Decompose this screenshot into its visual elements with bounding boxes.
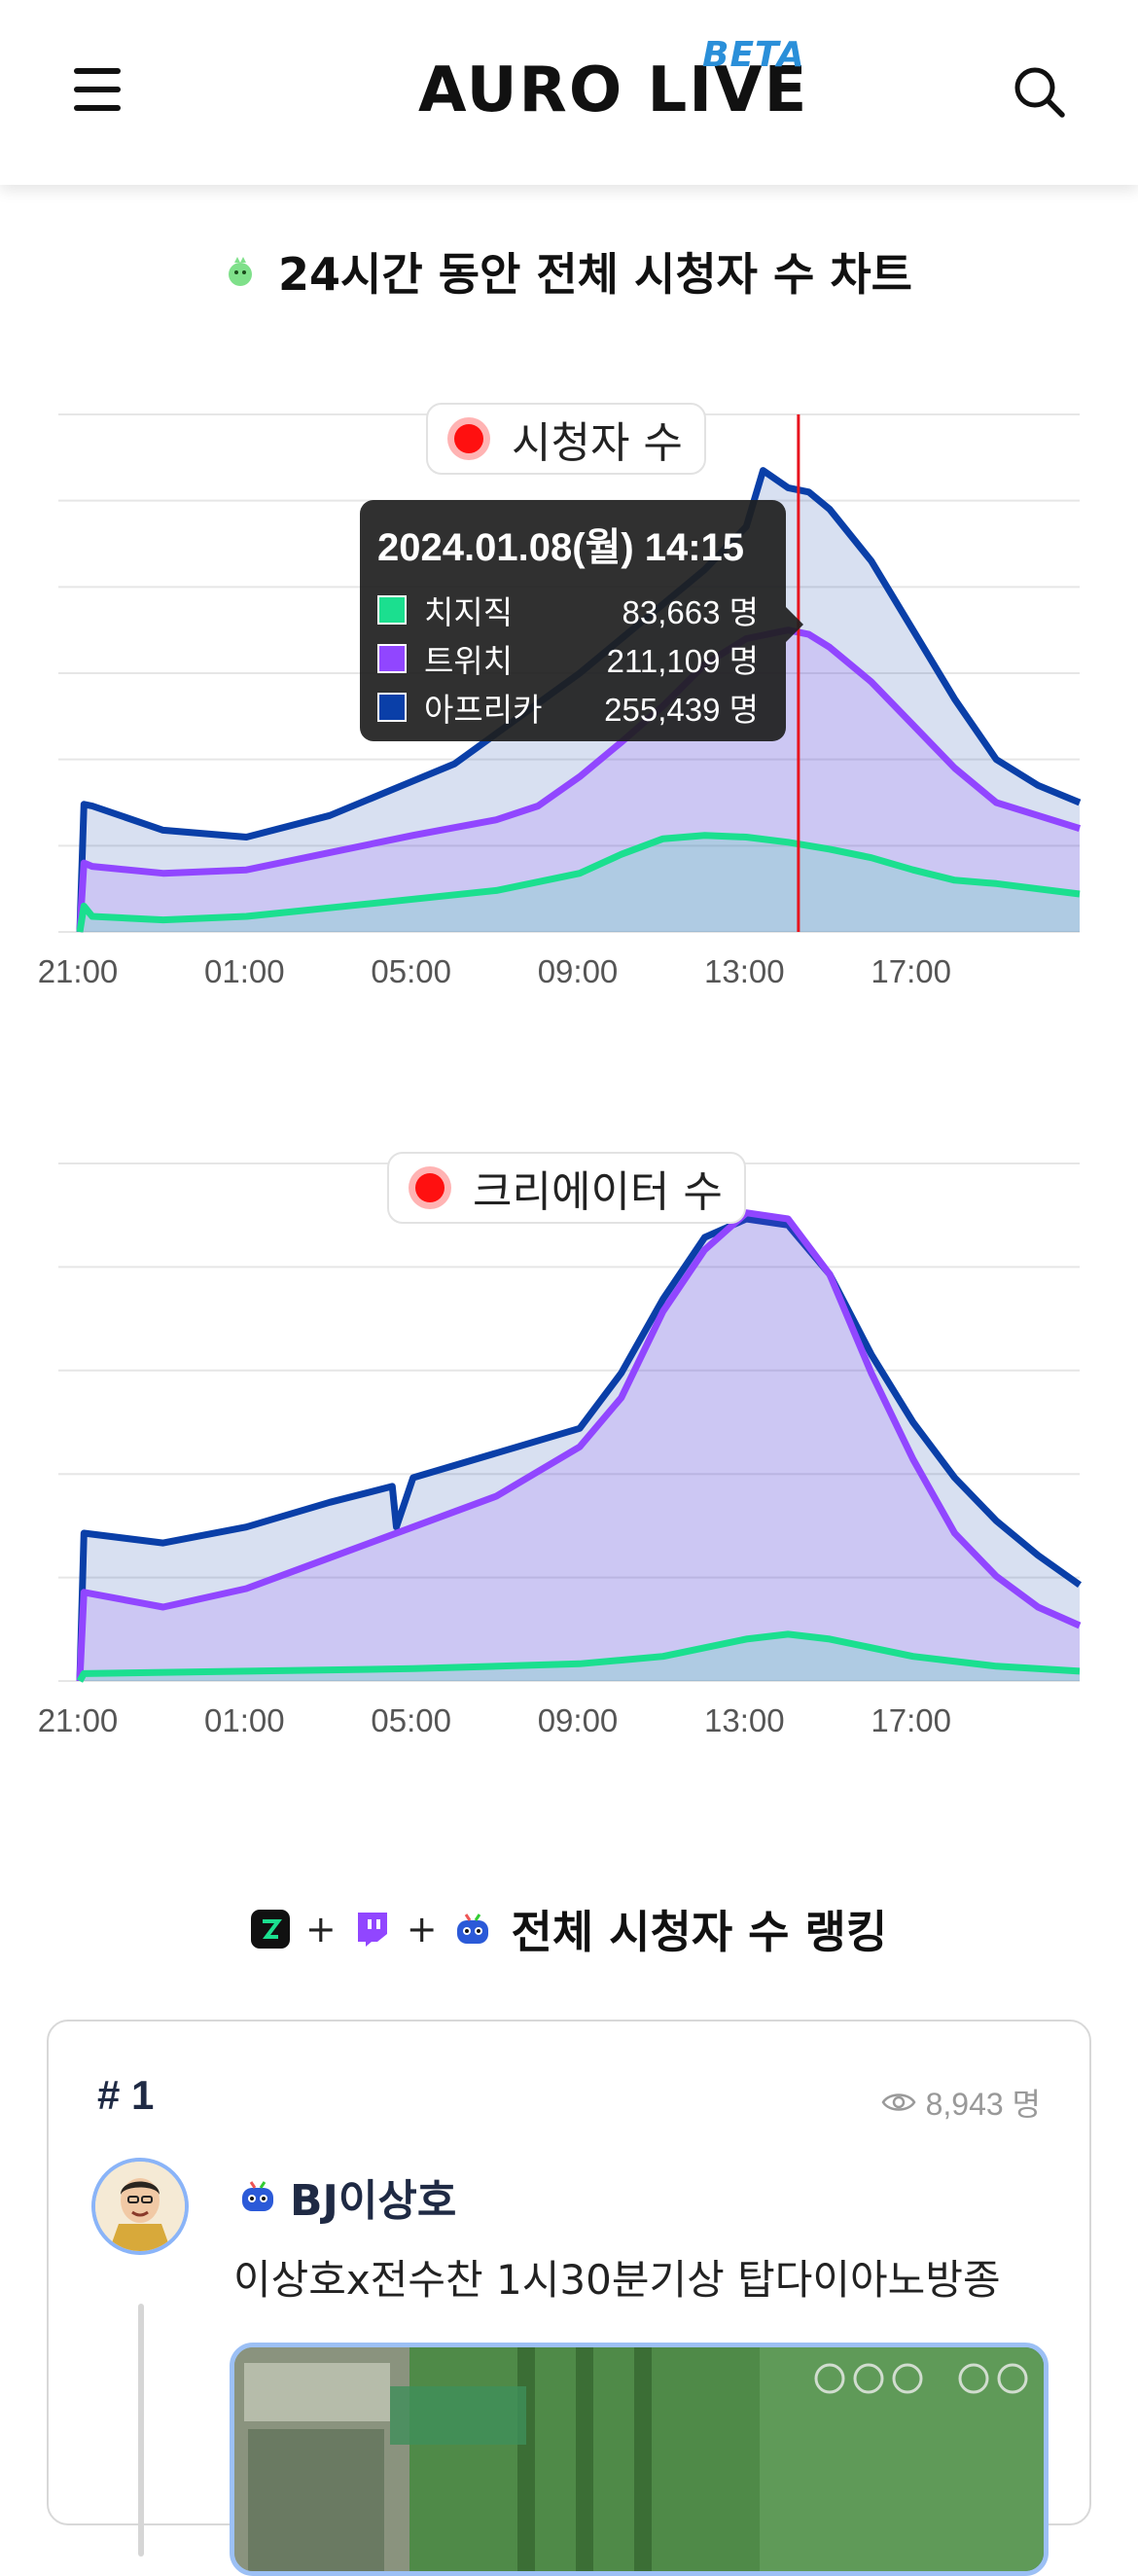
chzzk-swatch (377, 595, 407, 625)
x-tick-label: 21:00 (38, 953, 119, 989)
top-app-bar: AURO LIVE BETA (0, 0, 1138, 185)
chart-tooltip: 2024.01.08(월) 14:15 치지직 83,663 명 트위치 211… (360, 500, 803, 741)
creator-count-chart[interactable]: 21:00 01:00 05:00 09:00 13:00 17:00 크리에이터 수 (0, 1119, 1138, 1761)
streamer-name-label: BJ이상호 (290, 2176, 457, 2226)
tooltip-row-name: 치지직 (424, 594, 514, 630)
x-tick-label: 01:00 (204, 953, 285, 989)
tooltip-row-value: 255,439 명 (604, 692, 759, 728)
afreeca-icon (239, 2178, 276, 2215)
x-tick-label: 01:00 (204, 1702, 285, 1738)
series-line (76, 1215, 1083, 1682)
streamer-avatar[interactable] (91, 2158, 189, 2255)
ranking-card[interactable]: # 1 8,943 명 BJ이상호 이상호x전수찬 1시30분기상 탑다이아노방… (47, 2020, 1091, 2576)
tooltip-row-chzzk: 치지직 83,663 명 (377, 586, 768, 634)
legend-viewer-count[interactable]: 시청자 수 (426, 403, 706, 475)
viewer-count: 8,943 명 (881, 2080, 1041, 2125)
x-tick-label: 17:00 (871, 1702, 951, 1738)
twitch-swatch (377, 644, 407, 673)
x-tick-label: 17:00 (871, 953, 951, 989)
creator-count-chart-svg: 21:00 01:00 05:00 09:00 13:00 17:00 (38, 1163, 1083, 1738)
viewer-count-chart[interactable]: 21:00 01:00 05:00 09:00 13:00 17:00 시청자 수 202… (0, 370, 1138, 1012)
twitch-icon (352, 1910, 391, 1949)
series-area (80, 1633, 1080, 1681)
viewer-chart-title: 24시간 동안 전체 시청자 수 차트 (278, 248, 912, 301)
series-area (80, 835, 1080, 932)
series-line (76, 1209, 1082, 1682)
series-area (80, 629, 1080, 932)
tooltip-datetime: 2024.01.08(월) 14:15 (377, 526, 745, 569)
ranking-section-header: + + 전체 시청자 수 랭킹 (0, 1897, 1138, 1961)
tooltip-row-value: 83,663 명 (622, 594, 759, 630)
chzzk-icon (250, 1910, 290, 1949)
x-tick-label: 05:00 (371, 1702, 451, 1738)
x-tick-label: 13:00 (704, 953, 785, 989)
stream-thumbnail[interactable] (230, 2343, 1049, 2576)
legend-creator-count[interactable]: 크리에이터 수 (387, 1152, 746, 1224)
x-tick-label: 05:00 (371, 953, 451, 989)
viewer-count-value: 8,943 명 (925, 2087, 1041, 2122)
thread-line (138, 2304, 144, 2557)
tooltip-row-name: 아프리카 (424, 692, 543, 728)
beta-badge: BETA (702, 35, 805, 75)
live-record-icon (447, 417, 490, 460)
viewer-chart-section-header: 24시간 동안 전체 시청자 수 차트 (0, 239, 1138, 304)
tooltip-row-twitch: 트위치 211,109 명 (377, 634, 768, 683)
ranking-title: 전체 시청자 수 랭킹 (511, 1906, 888, 1958)
afreeca-icon (453, 1910, 492, 1949)
afreeca-swatch (377, 693, 407, 722)
rank-number: # 1 (97, 2072, 155, 2118)
hamburger-menu-icon[interactable] (74, 68, 123, 111)
stream-title[interactable]: 이상호x전수찬 1시30분기상 탑다이아노방종 (233, 2256, 1001, 2304)
series-line (76, 1630, 1081, 1683)
eye-icon (881, 2091, 916, 2114)
tooltip-row-value: 211,109 명 (606, 643, 759, 679)
live-record-icon (409, 1166, 451, 1209)
streamer-name[interactable]: BJ이상호 (239, 2165, 456, 2228)
tooltip-row-name: 트위치 (424, 643, 514, 679)
x-tick-label: 21:00 (38, 1702, 119, 1738)
x-tick-label: 09:00 (538, 953, 619, 989)
auro-live-logo[interactable]: AURO LIVE (418, 54, 809, 126)
legend-viewer-count-label: 시청자 수 (512, 418, 683, 468)
x-tick-label: 13:00 (704, 1702, 785, 1738)
legend-creator-count-label: 크리에이터 수 (473, 1167, 723, 1217)
plus-sign: + (304, 1908, 337, 1950)
series-line (76, 832, 1081, 933)
plus-sign: + (406, 1908, 438, 1950)
search-icon[interactable] (1012, 64, 1068, 121)
tooltip-row-afreeca: 아프리카 255,439 명 (377, 683, 768, 732)
green-mascot-icon (226, 255, 255, 288)
x-tick-label: 09:00 (538, 1702, 619, 1738)
